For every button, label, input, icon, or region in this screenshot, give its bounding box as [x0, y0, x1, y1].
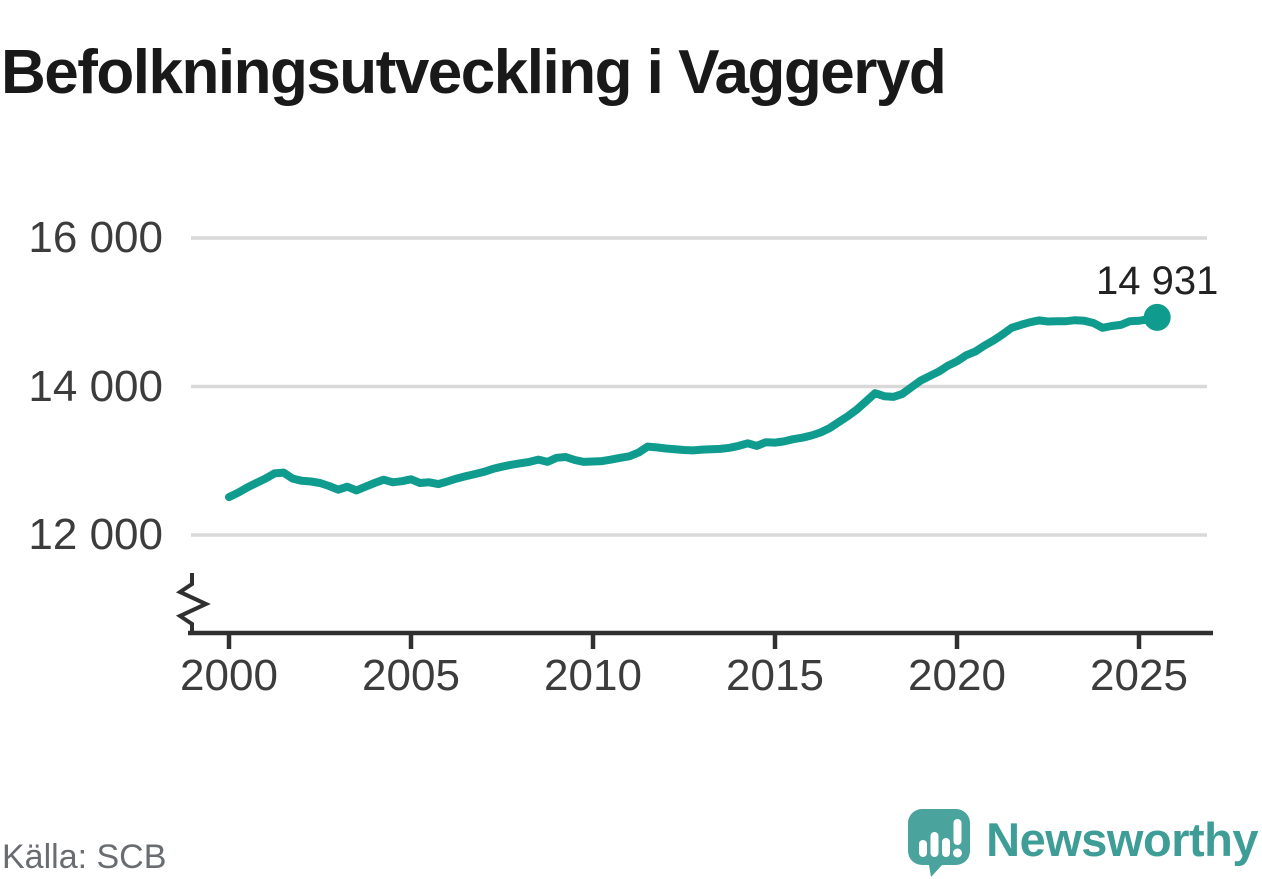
x-axis-label-2025: 2025 — [1090, 651, 1188, 700]
end-point-marker — [1143, 303, 1171, 331]
x-axis-label-2015: 2015 — [726, 651, 824, 700]
page-title: Befolkningsutveckling i Vaggeryd — [1, 37, 947, 107]
newsworthy-logo-icon — [908, 809, 971, 877]
x-axis-label-2020: 2020 — [908, 651, 1006, 700]
y-axis-label-14000: 14 000 — [28, 361, 163, 411]
population-series-line — [225, 313, 1162, 502]
x-axis-label-2005: 2005 — [362, 651, 460, 700]
y-axis-label-16000: 16 000 — [28, 213, 163, 262]
source-text: Källa: SCB — [2, 838, 167, 876]
latest-value-annotation: 14 931 — [1096, 259, 1219, 304]
y-axis-label-12000: 12 000 — [28, 510, 163, 559]
y-axis-break-icon — [175, 573, 211, 634]
x-axis-label-2010: 2010 — [544, 651, 642, 700]
newsworthy-logo: Newsworthy — [906, 807, 1258, 877]
x-axis-label-2000: 2000 — [180, 651, 278, 700]
newsworthy-logo-text: Newsworthy — [986, 812, 1258, 866]
